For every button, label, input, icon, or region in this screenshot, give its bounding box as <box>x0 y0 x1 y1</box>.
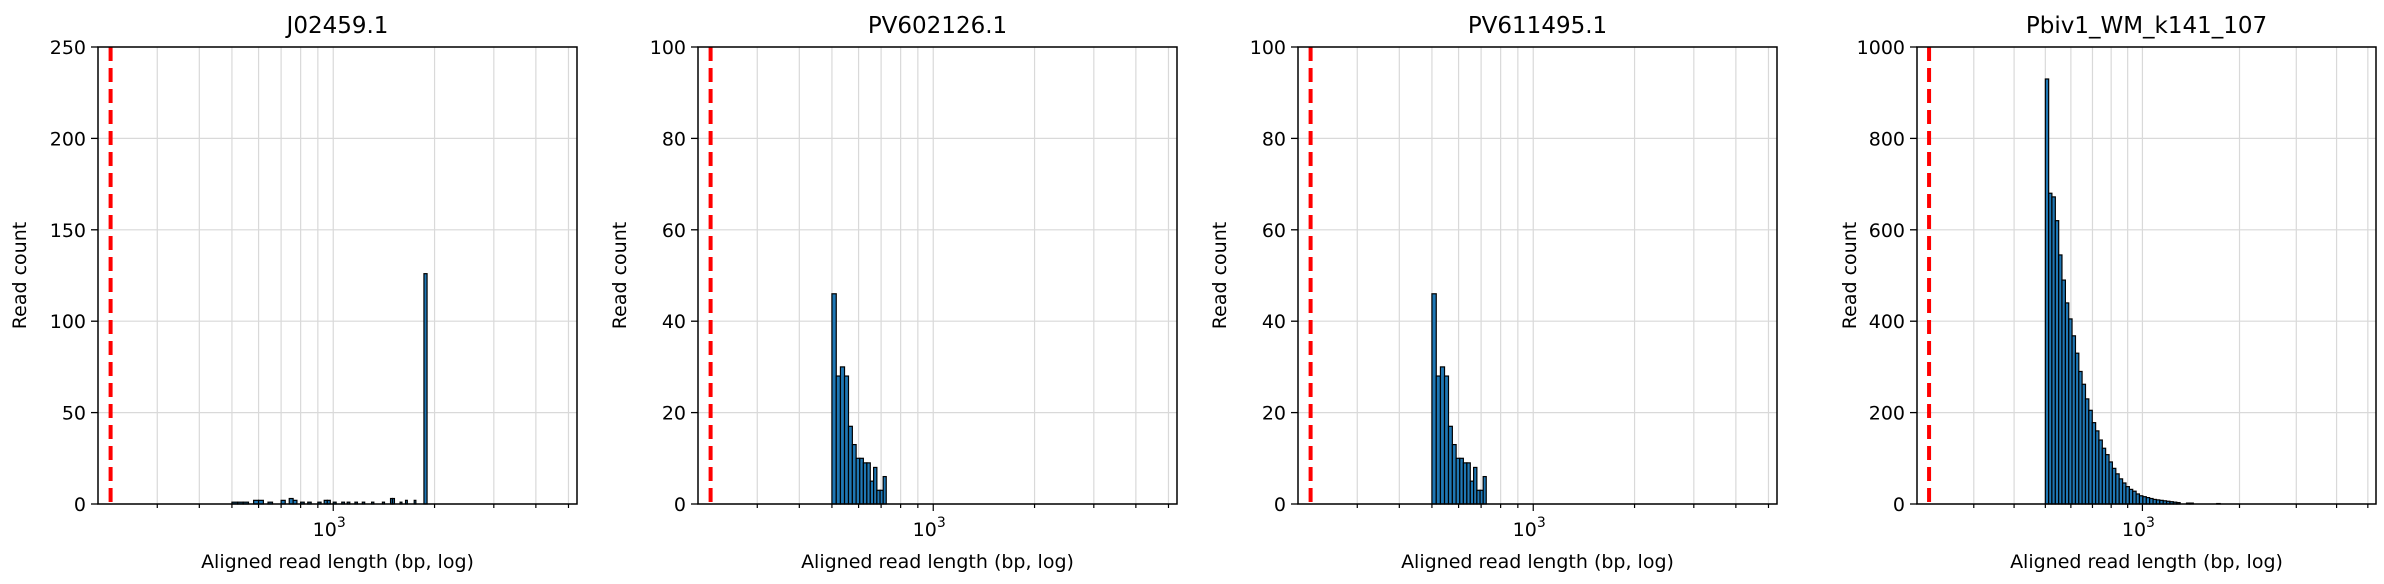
y-tick-label: 100 <box>650 37 686 59</box>
y-tick-label: 40 <box>1262 311 1286 333</box>
histogram-bar <box>831 293 837 505</box>
histogram-bar <box>839 366 846 505</box>
x-axis-label: Aligned read length (bp, log) <box>801 551 1074 573</box>
y-tick-label: 400 <box>1869 311 1905 333</box>
histogram-bar <box>1439 366 1446 505</box>
chart-title: J02459.1 <box>285 13 389 39</box>
y-axis-label: Read count <box>609 222 631 329</box>
axes-frame <box>697 46 1178 505</box>
x-axis-label: Aligned read length (bp, log) <box>1401 551 1674 573</box>
y-tick-label: 600 <box>1869 220 1905 242</box>
bars <box>2044 78 2221 505</box>
x-tick-label: 103 <box>313 515 346 541</box>
histogram-bar <box>882 475 887 505</box>
y-tick-label: 1000 <box>1857 37 1905 59</box>
histogram-bar <box>1431 293 1437 505</box>
grid-lines <box>1917 46 2376 505</box>
histogram-bar <box>423 273 428 505</box>
y-tick-label: 200 <box>1869 403 1905 425</box>
x-tick-label: 103 <box>2122 515 2155 541</box>
y-tick-label: 80 <box>1262 128 1286 150</box>
y-tick-label: 0 <box>1893 494 1905 516</box>
y-tick-label: 60 <box>662 220 686 242</box>
y-tick-label: 80 <box>662 128 686 150</box>
chart-panel-4: 0 200 400 600 800 1000 103 Pbiv1_WM_k141_107 Ali… <box>1839 13 2377 573</box>
chart-panel-3: 0 20 40 60 80 100 103 PV611495.1 Aligned read le… <box>1209 13 1778 573</box>
axes-frame <box>1297 46 1778 505</box>
y-tick-label: 0 <box>674 494 686 516</box>
chart-panel-2: 0 20 40 60 80 100 103 PV602126.1 Aligned read le… <box>609 13 1178 573</box>
chart-title: PV602126.1 <box>868 13 1007 39</box>
y-axis-label: Read count <box>1839 222 1861 329</box>
axes-frame <box>97 46 578 505</box>
y-tick-label: 50 <box>62 403 86 425</box>
y-tick-label: 800 <box>1869 128 1905 150</box>
y-tick-label: 60 <box>1262 220 1286 242</box>
histogram-bar <box>1482 475 1487 505</box>
y-tick-label: 0 <box>74 494 86 516</box>
bars <box>231 273 428 505</box>
grid-lines <box>98 46 577 505</box>
x-axis-label: Aligned read length (bp, log) <box>2010 551 2283 573</box>
histogram-bar <box>1435 375 1442 505</box>
grid-lines <box>698 46 1177 505</box>
y-tick-label: 40 <box>662 311 686 333</box>
histogram-bar <box>835 375 842 505</box>
chart-panel-1: 0 50 100 150 200 250 103 J02459.1 Aligned read l… <box>9 13 578 573</box>
y-tick-label: 20 <box>1262 403 1286 425</box>
chart-title: Pbiv1_WM_k141_107 <box>2026 13 2267 39</box>
x-axis-label: Aligned read length (bp, log) <box>201 551 474 573</box>
y-tick-label: 100 <box>50 311 86 333</box>
y-axis-label: Read count <box>9 222 31 329</box>
bars <box>831 293 887 505</box>
x-tick-label: 103 <box>1513 515 1546 541</box>
y-tick-label: 250 <box>50 37 86 59</box>
grid-lines <box>1298 46 1777 505</box>
bars <box>1431 293 1487 505</box>
chart-title: PV611495.1 <box>1468 13 1607 39</box>
y-tick-label: 200 <box>50 128 86 150</box>
histogram-bar <box>391 497 396 505</box>
y-tick-label: 150 <box>50 220 86 242</box>
y-tick-label: 0 <box>1274 494 1286 516</box>
x-tick-label: 103 <box>913 515 946 541</box>
y-tick-label: 100 <box>1250 37 1286 59</box>
axes-frame <box>1916 46 2377 505</box>
y-axis-label: Read count <box>1209 222 1231 329</box>
y-tick-label: 20 <box>662 403 686 425</box>
